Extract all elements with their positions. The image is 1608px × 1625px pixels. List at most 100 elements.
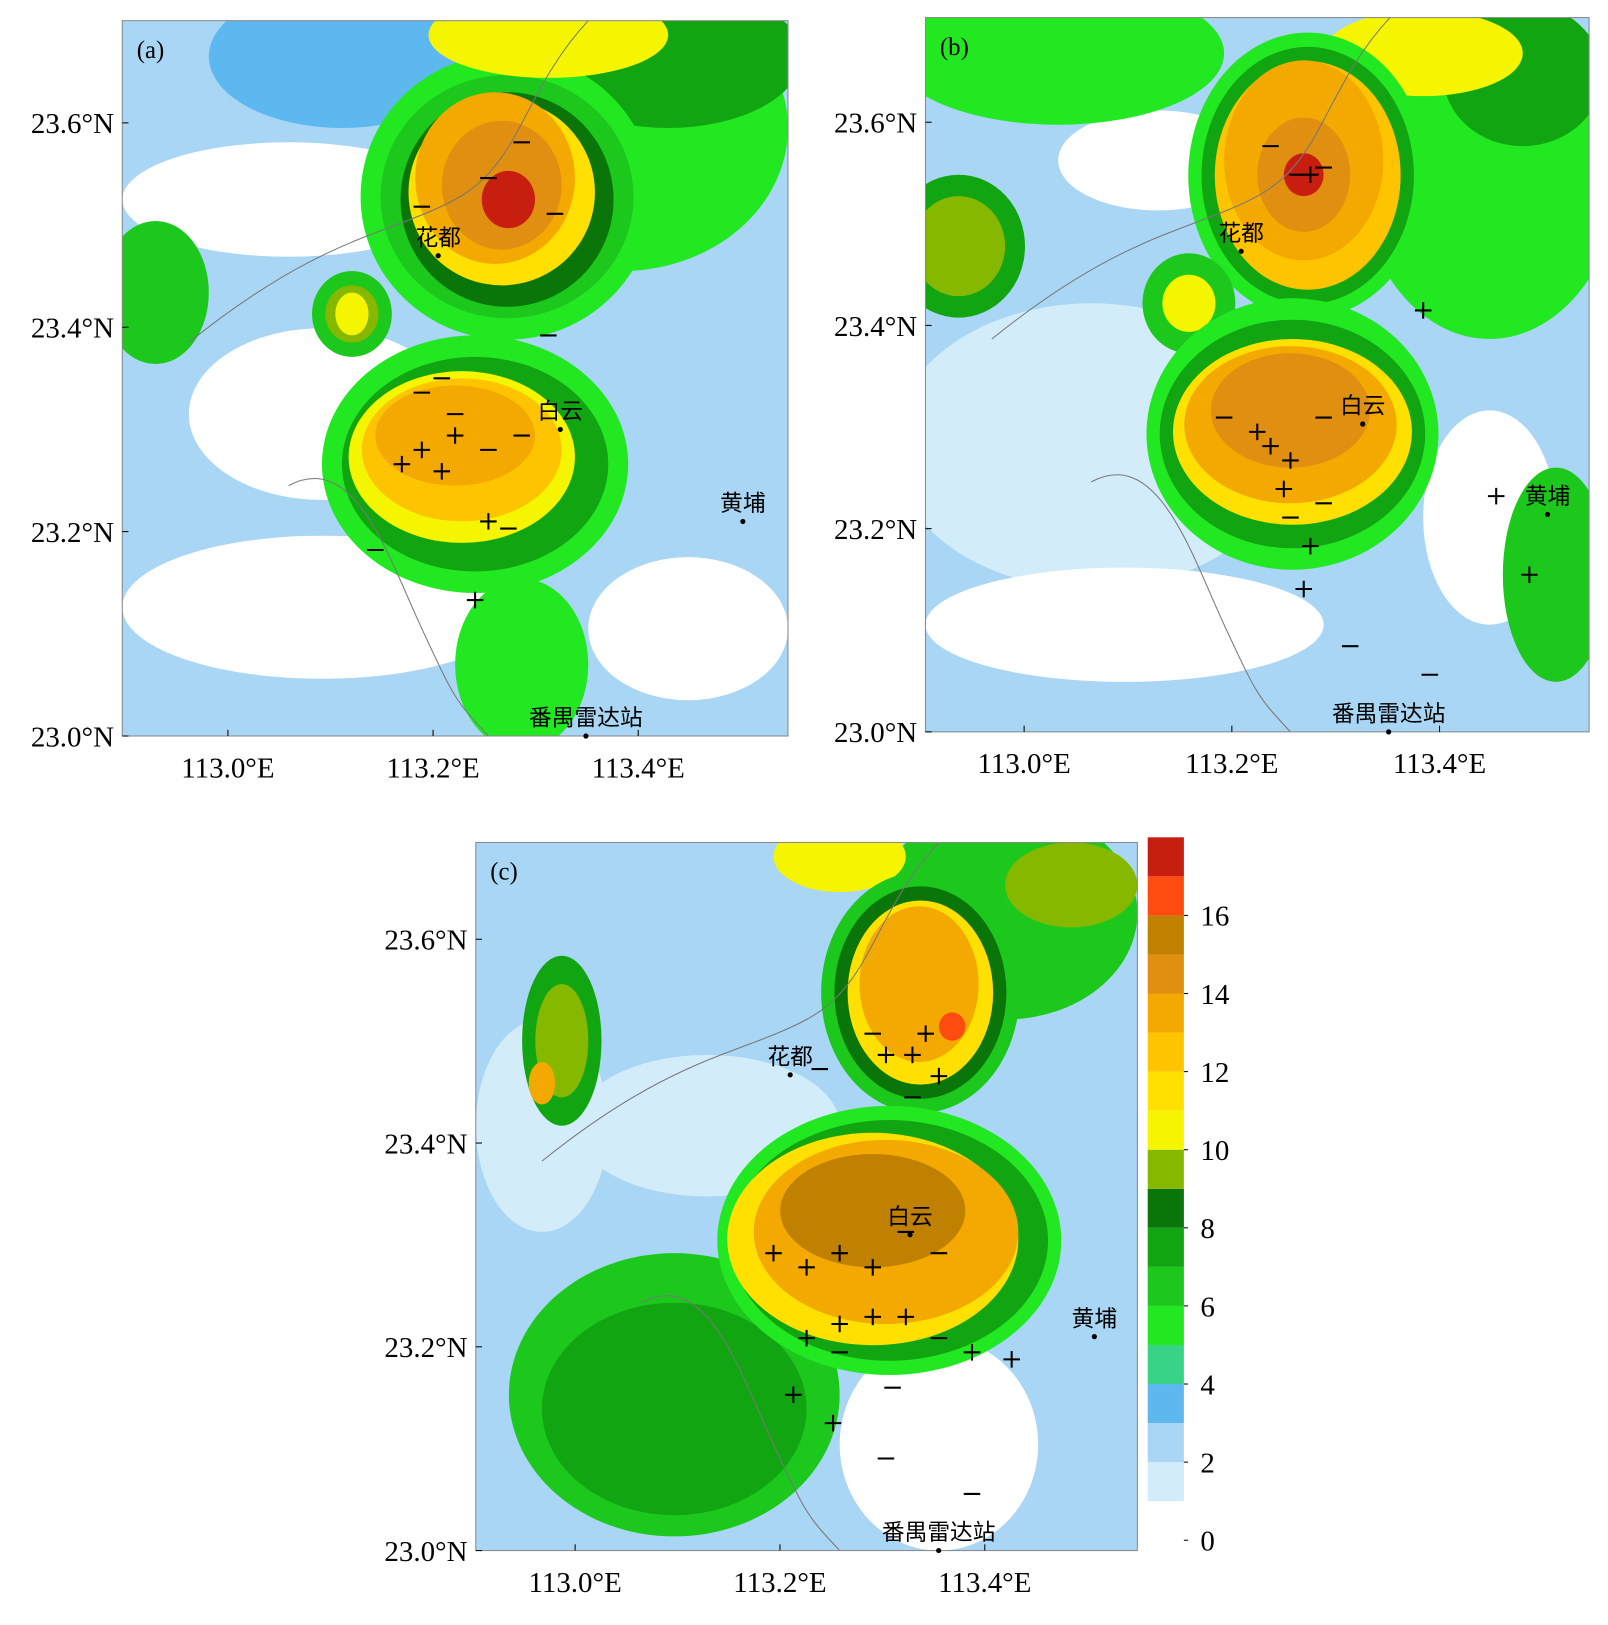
- x-tick-label: 113.2°E: [733, 1567, 826, 1599]
- place-dot: [583, 733, 589, 739]
- colorbar-label: 10: [1200, 1135, 1229, 1167]
- place-dot: [1238, 248, 1244, 254]
- y-tick-label: 23.4°N: [384, 1128, 467, 1160]
- colorbar-cell: [1147, 993, 1184, 1033]
- colorbar-label: 4: [1200, 1369, 1215, 1401]
- map-field: [925, 17, 1590, 732]
- colorbar-cell: [1147, 1188, 1184, 1228]
- field-blob: [428, 20, 669, 78]
- x-tick-label: 113.0°E: [181, 752, 274, 784]
- colorbar-cell: [1147, 915, 1184, 955]
- colorbar-label: 14: [1200, 979, 1229, 1011]
- field-blob: [455, 578, 589, 737]
- place-dot: [1386, 729, 1392, 735]
- colorbar-cell: [1147, 837, 1184, 877]
- place-name: 黄埔: [1525, 484, 1570, 510]
- boundary: [541, 842, 940, 1162]
- boundary: [1091, 474, 1291, 732]
- y-tick-label: 23.4°N: [31, 313, 114, 345]
- field-blob: [588, 557, 788, 701]
- field-blob: [122, 220, 209, 365]
- field-blob: [528, 1061, 556, 1105]
- panel-label: (c): [490, 859, 518, 886]
- place-dot: [435, 253, 441, 259]
- y-tick-label: 23.6°N: [31, 108, 114, 140]
- place-name: 花都: [415, 225, 460, 251]
- place-dot: [787, 1072, 793, 1078]
- place-name: 花都: [767, 1044, 812, 1070]
- x-tick-label: 113.4°E: [592, 752, 685, 784]
- colorbar-cell: [1147, 954, 1184, 994]
- x-tick-label: 113.0°E: [977, 748, 1070, 780]
- y-tick-label: 23.2°N: [834, 514, 917, 546]
- field-blob: [925, 567, 1324, 682]
- colorbar-cell: [1147, 1344, 1184, 1385]
- colorbar-label: 0: [1200, 1526, 1214, 1558]
- field-blob: [925, 196, 1006, 297]
- x-tick-label: 113.4°E: [1393, 748, 1486, 780]
- place-name: 番禺雷达站: [882, 1520, 996, 1546]
- place-dot: [1360, 421, 1366, 427]
- y-tick-label: 23.6°N: [834, 108, 917, 140]
- y-tick-label: 23.0°N: [31, 721, 114, 753]
- place-name: 番禺雷达站: [1332, 702, 1446, 728]
- field-blob: [1162, 274, 1216, 332]
- place-dot: [557, 426, 563, 433]
- field-blob: [481, 170, 536, 229]
- field-blob: [335, 292, 369, 336]
- field-blob: [839, 1338, 1039, 1551]
- colorbar-label: 2: [1200, 1447, 1214, 1479]
- boundary: [188, 20, 589, 343]
- place-dot: [1091, 1334, 1097, 1340]
- y-tick-label: 23.2°N: [31, 517, 114, 549]
- field-blob: [773, 842, 906, 893]
- colorbar-label: 12: [1200, 1057, 1229, 1089]
- field-blob: [859, 906, 979, 1062]
- colorbar-cell: [1147, 1110, 1184, 1150]
- place-name: 白云: [538, 399, 583, 425]
- panel-label: (b): [940, 34, 969, 61]
- x-tick-label: 113.2°E: [1185, 748, 1278, 780]
- y-tick-label: 23.6°N: [384, 925, 467, 957]
- boundary: [640, 1295, 841, 1551]
- colorbar-label: 16: [1200, 901, 1229, 933]
- place-dot: [936, 1547, 942, 1554]
- colorbar-cell: [1147, 1071, 1184, 1111]
- y-tick-label: 23.0°N: [384, 1536, 467, 1568]
- field-blob: [1502, 467, 1590, 682]
- y-tick-label: 23.2°N: [384, 1332, 467, 1364]
- map-frame: [924, 17, 1590, 733]
- y-tick-label: 23.4°N: [834, 311, 917, 343]
- field-blob: [541, 1302, 807, 1516]
- y-tick-label: 23.0°N: [834, 717, 917, 749]
- boundary: [288, 478, 489, 737]
- place-name: 花都: [1218, 221, 1263, 247]
- colorbar-cell: [1147, 1384, 1184, 1424]
- place-name: 番禺雷达站: [529, 706, 643, 732]
- place-name: 白云: [887, 1204, 932, 1230]
- colorbar-cell: [1147, 1462, 1184, 1502]
- colorbar-label: 8: [1200, 1213, 1214, 1245]
- colorbar-cell: [1147, 1149, 1184, 1189]
- colorbar-cell: [1147, 1501, 1184, 1541]
- x-tick-label: 113.2°E: [386, 752, 479, 784]
- place-name: 黄埔: [720, 491, 765, 517]
- panel-label: (a): [137, 37, 165, 64]
- colorbar-cell: [1147, 1032, 1184, 1072]
- field-blob: [1210, 353, 1371, 468]
- place-dot: [1544, 511, 1551, 518]
- place-dot: [740, 518, 746, 524]
- x-tick-label: 113.4°E: [938, 1567, 1031, 1599]
- place-dot: [907, 1232, 913, 1238]
- field-blob: [938, 1012, 966, 1041]
- field-blob: [925, 17, 1225, 125]
- map-field: [475, 842, 1138, 1551]
- x-tick-label: 113.0°E: [528, 1567, 621, 1599]
- map-frame: [475, 841, 1138, 1552]
- colorbar-cell: [1147, 1227, 1184, 1267]
- colorbar-cell: [1147, 1266, 1184, 1306]
- boundary: [991, 17, 1391, 340]
- map-field: [122, 20, 788, 737]
- colorbar-cell: [1147, 876, 1184, 916]
